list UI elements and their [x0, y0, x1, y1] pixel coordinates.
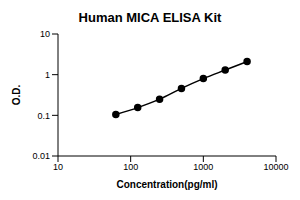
svg-text:1000: 1000	[193, 162, 213, 172]
svg-text:10000: 10000	[263, 162, 288, 172]
svg-text:O.D.: O.D.	[11, 85, 22, 106]
html-text:Human MICA ELISA Kit: Human MICA ELISA Kit	[78, 10, 222, 25]
svg-text:0.1: 0.1	[37, 111, 50, 121]
svg-text:0.01: 0.01	[32, 151, 50, 161]
svg-text:Concentration(pg/ml): Concentration(pg/ml)	[116, 179, 217, 190]
svg-text:10: 10	[40, 29, 50, 39]
svg-text:100: 100	[123, 162, 138, 172]
svg-text:1: 1	[45, 70, 50, 80]
svg-text:10: 10	[53, 162, 63, 172]
